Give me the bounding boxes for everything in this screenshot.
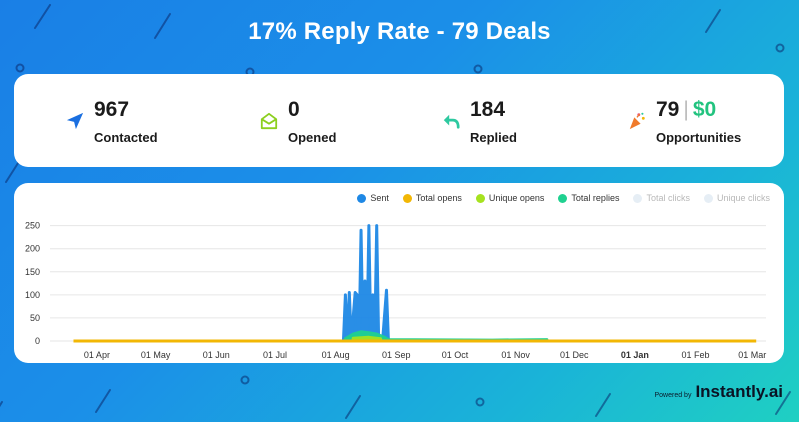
- legend-label: Sent: [370, 193, 389, 203]
- legend-label: Total clicks: [646, 193, 690, 203]
- open-envelope-icon: [260, 112, 278, 130]
- legend-label: Unique opens: [488, 193, 545, 203]
- contacted-value: 967: [94, 98, 130, 121]
- replied-value: 184: [470, 98, 506, 121]
- legend-swatch: [402, 193, 412, 203]
- y-tick-label: 200: [25, 244, 40, 254]
- x-tick-label: 01 Jul: [263, 350, 287, 360]
- contacted-label: Contacted: [94, 130, 158, 145]
- y-tick-label: 250: [25, 221, 40, 231]
- legend-swatch: [703, 193, 713, 203]
- x-tick-label: 01 May: [141, 350, 171, 360]
- powered-by-text: Powered by: [654, 392, 692, 399]
- y-tick-label: 100: [25, 290, 40, 300]
- opportunities-value: 79 | $0: [656, 98, 716, 122]
- y-tick-label: 50: [30, 313, 40, 323]
- x-tick-label: 01 Jan: [621, 350, 649, 360]
- stats-card: 967 Contacted 0 Opened 184 Replied 79 | $0…: [14, 74, 784, 167]
- series-area-sent: [341, 224, 390, 343]
- legend-swatch: [633, 193, 643, 203]
- y-tick-label: 150: [25, 267, 40, 277]
- opportunities-count: 79: [656, 98, 680, 121]
- legend-swatch: [558, 193, 568, 203]
- legend-item-total-clicks[interactable]: Total clicks: [633, 193, 690, 203]
- reply-arrow-icon: [443, 114, 460, 129]
- x-tick-label: 01 Mar: [738, 350, 766, 360]
- x-tick-label: 01 Sep: [382, 350, 411, 360]
- chart-card: Sent Total opens Unique opens Total replies…: [14, 183, 784, 363]
- opportunities-label: Opportunities: [656, 130, 742, 145]
- legend-item-sent[interactable]: Sent: [357, 193, 389, 203]
- chart-legend: Sent Total opens Unique opens Total replies…: [357, 193, 770, 203]
- replied-label: Replied: [470, 130, 517, 145]
- paper-plane-icon: [66, 112, 84, 130]
- party-popper-icon: [629, 112, 645, 130]
- opportunities-amount: $0: [692, 98, 717, 121]
- value-separator: |: [683, 98, 689, 121]
- legend-item-unique-opens[interactable]: Unique opens: [475, 193, 545, 203]
- legend-item-total-replies[interactable]: Total replies: [558, 193, 619, 203]
- legend-swatch: [475, 193, 485, 203]
- opened-label: Opened: [288, 130, 337, 145]
- legend-swatch: [357, 193, 367, 203]
- x-tick-label: 01 Aug: [322, 350, 350, 360]
- legend-item-total-opens[interactable]: Total opens: [402, 193, 462, 203]
- x-tick-label: 01 Oct: [442, 350, 469, 360]
- x-tick-label: 01 Dec: [560, 350, 589, 360]
- brand-logo: Instantly.ai: [695, 382, 783, 401]
- x-tick-label: 01 Apr: [84, 350, 110, 360]
- activity-chart: 0 50 100 150 200 250 01 Apr 01 May 01 Jun 01 Jul 0…: [25, 221, 766, 360]
- legend-item-unique-clicks[interactable]: Unique clicks: [703, 193, 770, 203]
- y-tick-label: 0: [35, 336, 40, 346]
- legend-label: Total opens: [415, 193, 462, 203]
- x-tick-label: 01 Nov: [501, 350, 530, 360]
- legend-label: Total replies: [571, 193, 620, 203]
- legend-label: Unique clicks: [716, 193, 770, 203]
- opened-value: 0: [288, 98, 300, 121]
- x-tick-label: 01 Jun: [203, 350, 230, 360]
- powered-by: Powered by Instantly.ai: [654, 382, 783, 402]
- x-tick-label: 01 Feb: [682, 350, 710, 360]
- page-title: 17% Reply Rate - 79 Deals: [248, 18, 551, 45]
